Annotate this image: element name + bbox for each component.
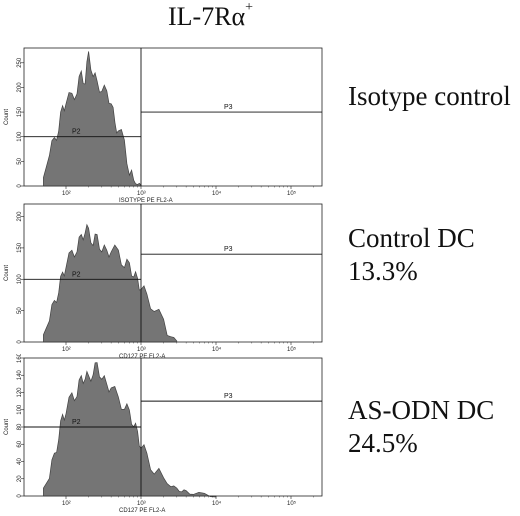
- gate-label: P3: [224, 393, 233, 400]
- x-tick-label: 10²: [62, 191, 71, 197]
- gate-p3: P3: [141, 104, 322, 113]
- y-tick-label: 250: [17, 57, 23, 68]
- histogram-svg-control-dc: P2 P3 10² 10³ 10⁴ 10⁵ CD127 PE FL2-A 0 50 100 150 2…: [4, 203, 323, 360]
- y-tick-label: 100: [17, 274, 23, 285]
- gate-label: P2: [72, 129, 81, 136]
- figure-title-superscript: +: [245, 0, 254, 15]
- histogram-area: [43, 51, 142, 187]
- y-tick-label: 50: [17, 157, 23, 164]
- panel-control-dc: P2 P3 10² 10³ 10⁴ 10⁵ CD127 PE FL2-A 0 50 100 150 2…: [0, 200, 330, 362]
- y-tick-label: 20: [17, 475, 23, 482]
- figure-title-text: IL-7Rα: [168, 2, 246, 31]
- y-tick-label: 140: [17, 370, 23, 381]
- y-tick-label: 150: [17, 242, 23, 253]
- figure-title: IL-7Rα+: [168, 0, 288, 32]
- gate-p2: P2: [24, 271, 141, 280]
- y-tick-label: 100: [17, 131, 23, 142]
- panel-label-text: AS-ODN DC: [348, 395, 495, 425]
- panel-isotype: P2 P3 10² 10³ 10⁴ 10⁵ ISOTYPE PE FL2-A 0 50 100 15…: [0, 44, 330, 206]
- gate-label: P3: [224, 104, 233, 111]
- x-tick-label: 10⁴: [212, 346, 222, 353]
- gate-p2: P2: [24, 419, 141, 428]
- gate-p3: P3: [141, 393, 322, 402]
- y-tick-label: 0: [17, 184, 23, 188]
- panel-label-isotype: Isotype control: [348, 80, 511, 113]
- x-axis-label: ISOTYPE PE FL2-A: [119, 198, 173, 204]
- y-tick-label: 50: [17, 307, 23, 314]
- x-tick-label: 10⁵: [287, 346, 297, 353]
- x-tick-label: 10⁵: [287, 190, 297, 197]
- gate-p3: P3: [141, 246, 322, 255]
- gate-label: P2: [72, 419, 81, 426]
- x-tick-label: 10⁵: [287, 500, 297, 507]
- y-tick-label: 200: [17, 82, 23, 93]
- panel-as-odn-dc: P2 P3 10² 10³ 10⁴ 10⁵ CD127 PE FL2-A 0 20 40 60 80 1…: [0, 354, 330, 516]
- histogram-svg-isotype: P2 P3 10² 10³ 10⁴ 10⁵ ISOTYPE PE FL2-A 0 50 100 15…: [4, 47, 323, 204]
- x-tick-label: 10³: [137, 347, 146, 353]
- panel-label-value: 24.5%: [348, 428, 418, 458]
- panel-label-text: Isotype control: [348, 81, 511, 111]
- histogram-area: [43, 223, 178, 343]
- y-tick-label: 60: [17, 440, 23, 447]
- gate-label: P2: [72, 271, 81, 278]
- y-axis-label: Count: [4, 265, 10, 281]
- x-tick-label: 10²: [62, 347, 71, 353]
- y-tick-label: 120: [17, 387, 23, 398]
- y-tick-label: 160: [17, 354, 23, 363]
- histogram-svg-as-odn-dc: P2 P3 10² 10³ 10⁴ 10⁵ CD127 PE FL2-A 0 20 40 60 80 1…: [4, 354, 323, 514]
- y-tick-label: 40: [17, 458, 23, 465]
- y-tick-label: 0: [17, 494, 23, 498]
- histogram-area: [43, 362, 217, 498]
- x-tick-label: 10⁴: [212, 190, 222, 197]
- y-tick-label: 100: [17, 404, 23, 415]
- y-tick-label: 0: [17, 340, 23, 344]
- x-tick-label: 10³: [137, 191, 146, 197]
- y-tick-label: 80: [17, 423, 23, 430]
- y-axis-label: Count: [4, 419, 10, 435]
- gate-label: P3: [224, 246, 233, 253]
- y-tick-label: 200: [17, 211, 23, 222]
- panel-label-text: Control DC: [348, 223, 475, 253]
- panel-label-as-odn-dc: AS-ODN DC 24.5%: [348, 394, 494, 460]
- panel-label-value: 13.3%: [348, 256, 418, 286]
- x-tick-label: 10²: [62, 501, 71, 507]
- x-axis-label: CD127 PE FL2-A: [119, 354, 165, 360]
- x-tick-label: 10³: [137, 501, 146, 507]
- y-tick-label: 150: [17, 106, 23, 117]
- y-axis-label: Count: [4, 109, 10, 125]
- x-axis-label: CD127 PE FL2-A: [119, 508, 165, 514]
- panel-label-control-dc: Control DC 13.3%: [348, 222, 475, 288]
- x-tick-label: 10⁴: [212, 500, 222, 507]
- gate-p2: P2: [24, 129, 141, 138]
